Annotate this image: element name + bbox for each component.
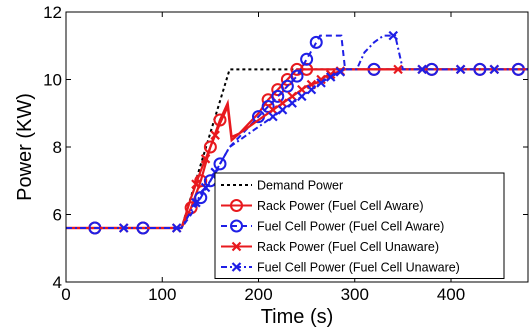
series-2-point	[203, 140, 217, 154]
series-layer	[66, 30, 528, 235]
series-5-point	[316, 78, 326, 88]
legend-marker-3	[230, 219, 243, 233]
series-5-point	[388, 30, 399, 41]
series-5	[66, 30, 528, 233]
series-5-point	[455, 64, 466, 75]
legend-label-4: Rack Power (Fuel Cell Unaware)	[257, 240, 439, 254]
y-tick-label: 6	[53, 206, 62, 225]
legend-marker-5	[231, 262, 242, 272]
series-5-point	[306, 84, 317, 95]
legend: Demand Power Rack Power (Fuel Cell Aware)…	[214, 172, 505, 279]
series-5-point	[489, 64, 500, 75]
series-3-point	[280, 79, 294, 93]
series-3-point	[309, 35, 323, 49]
y-tick-label: 10	[43, 71, 62, 90]
series-5-point	[277, 105, 288, 115]
series-5-point	[287, 98, 297, 108]
legend-marker-2	[230, 199, 243, 212]
x-tick-label: 0	[61, 285, 70, 304]
series-4-point	[210, 130, 220, 140]
series-5-point	[268, 111, 278, 122]
legend-box	[214, 172, 505, 279]
legend-label-1: Demand Power	[257, 179, 343, 193]
y-tick-label: 4	[53, 273, 62, 292]
legend-marker-4	[231, 241, 242, 252]
x-tick-label: 400	[437, 285, 465, 304]
series-5-point	[200, 182, 211, 193]
series-5-point	[335, 67, 346, 77]
series-5-point	[297, 91, 307, 102]
series-3-point	[194, 191, 208, 205]
y-tick-label: 12	[43, 3, 62, 22]
series-4-point	[325, 69, 336, 80]
tick-layer: 0 100 200 300 400 4 6 8 10 12	[43, 3, 528, 304]
series-3-point	[271, 89, 285, 103]
x-tick-label: 300	[341, 285, 369, 304]
y-axis-label: Power (KW)	[14, 93, 36, 201]
series-2-point	[290, 62, 304, 76]
series-4-point	[191, 179, 201, 189]
series-3-point	[290, 69, 304, 83]
series-3-point	[300, 52, 314, 66]
series-3-point	[213, 157, 227, 171]
x-axis-label: Time (s)	[261, 306, 334, 328]
series-5-point	[191, 197, 201, 208]
series-4-point	[393, 64, 403, 75]
series-5-point	[417, 64, 427, 75]
legend-label-3: Fuel Cell Power (Fuel Cell Aware)	[257, 220, 444, 234]
series-5-point	[171, 223, 182, 233]
y-tick-label: 8	[53, 138, 62, 157]
series-5-point	[325, 72, 336, 82]
series-2-point	[194, 174, 208, 188]
legend-label-5: Fuel Cell Power (Fuel Cell Unaware)	[257, 261, 460, 275]
legend-label-2: Rack Power (Fuel Cell Aware)	[257, 199, 424, 213]
x-tick-label: 200	[244, 285, 272, 304]
x-tick-label: 100	[148, 285, 176, 304]
series-4-point	[200, 154, 211, 164]
series-5-point	[118, 223, 129, 233]
